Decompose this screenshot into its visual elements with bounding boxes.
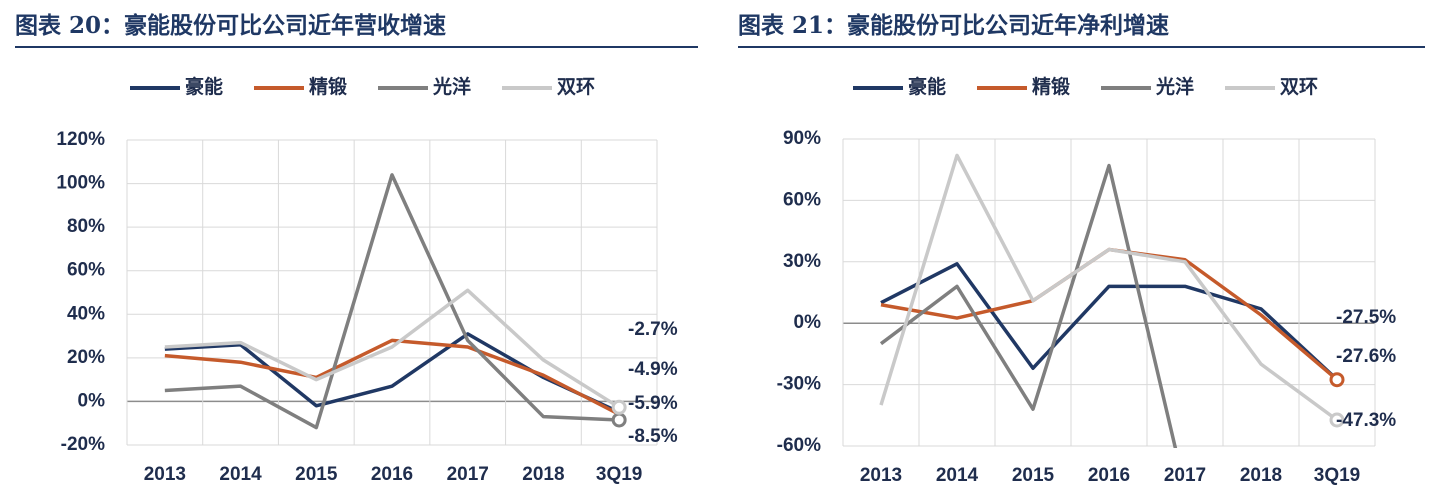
series-line: [879, 163, 1178, 448]
y-tick-label: 0%: [78, 390, 106, 411]
end-marker: [611, 399, 627, 415]
y-tick-label: 30%: [783, 251, 821, 272]
chart-title: 图表 21：豪能股份可比公司近年净利增速: [738, 12, 1169, 39]
legend-label: 光洋: [1155, 75, 1194, 98]
value-label: -8.5%: [628, 426, 678, 447]
series-line: [164, 338, 620, 416]
legend-label: 双环: [557, 77, 595, 98]
legend-label: 双环: [1280, 77, 1318, 98]
series-line: [164, 173, 620, 430]
x-tick-label: 2014: [936, 465, 979, 486]
value-label: -5.9%: [628, 393, 678, 414]
y-tick-label: 100%: [56, 173, 105, 194]
value-label: -27.6%: [1336, 346, 1396, 367]
x-tick-label: 2017: [447, 464, 489, 485]
value-label: -2.7%: [628, 319, 678, 340]
plot-area: [164, 173, 621, 430]
end-marker: [1329, 372, 1345, 388]
y-tick-label: 80%: [67, 216, 105, 237]
legend-label: 豪能: [908, 75, 946, 98]
end-marker: [611, 412, 627, 428]
series-line: [164, 332, 620, 414]
x-tick-label: 2018: [1240, 465, 1282, 486]
x-tick-label: 2015: [295, 464, 338, 485]
series-line: [164, 288, 621, 409]
value-label: -47.3%: [1336, 410, 1396, 431]
plot-area: [879, 153, 1339, 448]
y-tick-label: -20%: [61, 434, 105, 455]
x-tick-label: 2015: [1012, 465, 1055, 486]
y-tick-label: 120%: [56, 129, 105, 150]
legend-label: 精锻: [1032, 75, 1070, 98]
chart-title: 图表 20：豪能股份可比公司近年营收增速: [15, 12, 446, 39]
y-tick-label: 90%: [783, 128, 821, 149]
legend-label: 精锻: [309, 75, 347, 98]
y-tick-label: -60%: [777, 435, 821, 456]
value-label: -27.5%: [1336, 307, 1396, 328]
y-tick-label: 60%: [67, 260, 105, 281]
x-tick-label: 3Q19: [1314, 465, 1360, 486]
y-tick-label: 0%: [794, 312, 822, 333]
x-tick-label: 2016: [371, 464, 413, 485]
value-label: -4.9%: [628, 359, 678, 380]
x-tick-label: 3Q19: [596, 464, 642, 485]
series-line: [879, 153, 1339, 422]
legend-label: 豪能: [185, 75, 223, 98]
y-tick-label: 40%: [67, 303, 105, 324]
x-tick-label: 2013: [860, 465, 902, 486]
x-tick-label: 2018: [522, 464, 564, 485]
series-line: [880, 262, 1339, 381]
legend-label: 光洋: [432, 75, 471, 98]
x-tick-label: 2014: [219, 464, 262, 485]
x-tick-label: 2017: [1164, 465, 1206, 486]
y-tick-label: 20%: [67, 347, 105, 368]
end-marker: [1329, 412, 1345, 428]
x-tick-label: 2013: [144, 464, 186, 485]
y-tick-label: -30%: [777, 374, 821, 395]
x-tick-label: 2016: [1088, 465, 1130, 486]
y-tick-label: 60%: [783, 189, 821, 210]
